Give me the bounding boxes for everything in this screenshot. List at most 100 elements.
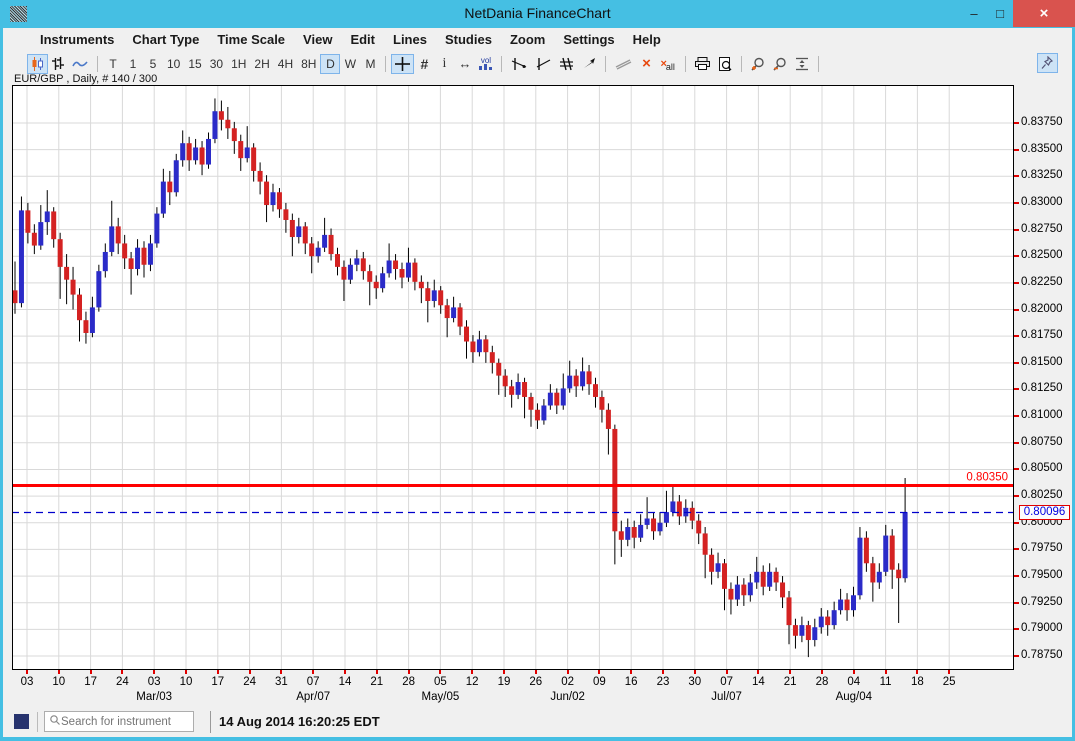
price-tick xyxy=(1014,229,1019,231)
candle-up xyxy=(451,307,456,318)
timeframe-1h-button[interactable]: 1H xyxy=(227,54,250,74)
menu-lines[interactable]: Lines xyxy=(386,30,434,49)
price-tick-label: 0.82000 xyxy=(1021,303,1063,315)
date-tick-label: 16 xyxy=(616,676,646,688)
menu-instruments[interactable]: Instruments xyxy=(33,30,121,49)
line-chart-icon xyxy=(72,59,88,69)
timeframe-1min-button[interactable]: 1 xyxy=(123,54,143,74)
print-preview-button[interactable] xyxy=(714,54,736,74)
chart-symbol-label: EUR/GBP , Daily, # 140 / 300 xyxy=(14,73,157,85)
price-tick-label: 0.79500 xyxy=(1021,569,1063,581)
candle-up xyxy=(735,585,740,600)
timeframe-5min-button[interactable]: 5 xyxy=(143,54,163,74)
candle-down xyxy=(709,555,714,572)
volume-button[interactable]: vol xyxy=(475,54,496,74)
menu-settings[interactable]: Settings xyxy=(556,30,621,49)
candle-down xyxy=(761,572,766,587)
timeframe-30min-button[interactable]: 30 xyxy=(206,54,227,74)
ohlc-bars-chart-button[interactable] xyxy=(48,54,68,74)
title-bar: NetDania FinanceChart – □ × xyxy=(0,0,1075,28)
grid-toggle-button[interactable]: # xyxy=(414,54,434,74)
menu-time-scale[interactable]: Time Scale xyxy=(210,30,292,49)
date-tick xyxy=(249,670,251,674)
line-chart-button[interactable] xyxy=(68,54,92,74)
candle-down xyxy=(309,243,314,256)
month-label: Mar/03 xyxy=(124,691,184,703)
candle-down xyxy=(393,260,398,269)
minimize-button[interactable]: – xyxy=(961,0,987,27)
timeframe-tick-button[interactable]: T xyxy=(103,54,123,74)
candle-up xyxy=(296,226,301,237)
candlestick-chart-button[interactable] xyxy=(27,54,48,74)
candle-down xyxy=(329,235,334,254)
candle-down xyxy=(251,147,256,170)
pointer-arrow-button[interactable] xyxy=(578,54,600,74)
candle-down xyxy=(728,589,733,600)
price-tick xyxy=(1014,575,1019,577)
zoom-out-button[interactable] xyxy=(769,54,791,74)
timeframe-daily-button[interactable]: D xyxy=(320,54,340,74)
price-tick xyxy=(1014,495,1019,497)
timeframe-8h-button[interactable]: 8H xyxy=(297,54,320,74)
fit-vertical-button[interactable] xyxy=(791,54,813,74)
candle-down xyxy=(25,210,30,232)
volume-icon: vol xyxy=(479,57,492,70)
month-label: Jul/07 xyxy=(697,691,757,703)
menu-help[interactable]: Help xyxy=(626,30,668,49)
candle-down xyxy=(438,290,443,305)
candle-up xyxy=(174,160,179,192)
price-tick xyxy=(1014,255,1019,257)
toolbar: T 1 5 10 15 30 1H 2H 4H 8H D W M # i ↔ v… xyxy=(3,51,1072,76)
timeframe-monthly-button[interactable]: M xyxy=(360,54,380,74)
remove-trendline-button[interactable] xyxy=(611,54,636,74)
trendline-up-button[interactable] xyxy=(531,54,555,74)
candle-down xyxy=(651,518,656,531)
date-tick-label: 26 xyxy=(521,676,551,688)
chart-plot-area[interactable]: 0.80350 xyxy=(12,85,1014,670)
date-tick xyxy=(694,670,696,674)
search-box[interactable] xyxy=(44,711,194,732)
date-tick-label: 12 xyxy=(457,676,487,688)
status-bar: 14 Aug 2014 16:20:25 EDT xyxy=(3,706,1072,737)
delete-line-button[interactable]: × xyxy=(636,54,656,74)
timeframe-weekly-button[interactable]: W xyxy=(340,54,360,74)
price-tick xyxy=(1014,628,1019,630)
price-tick-label: 0.78750 xyxy=(1021,649,1063,661)
expand-horizontal-button[interactable]: ↔ xyxy=(454,54,475,74)
delete-all-lines-button[interactable]: ×all xyxy=(656,54,679,74)
timeframe-10min-button[interactable]: 10 xyxy=(163,54,184,74)
menu-edit[interactable]: Edit xyxy=(343,30,382,49)
candle-down xyxy=(503,376,508,387)
close-button[interactable]: × xyxy=(1013,0,1075,27)
candle-up xyxy=(716,563,721,572)
parallel-lines-icon xyxy=(559,57,574,71)
zoom-in-button[interactable] xyxy=(747,54,769,74)
candlestick-chart[interactable]: 0.80350 xyxy=(12,85,1014,670)
print-button[interactable] xyxy=(691,54,714,74)
candle-down xyxy=(470,342,475,353)
maximize-button[interactable]: □ xyxy=(987,0,1013,27)
price-tick-label: 0.79750 xyxy=(1021,542,1063,554)
menu-studies[interactable]: Studies xyxy=(438,30,499,49)
menu-view[interactable]: View xyxy=(296,30,339,49)
menu-zoom[interactable]: Zoom xyxy=(503,30,552,49)
search-input[interactable] xyxy=(61,716,179,728)
info-button[interactable]: i xyxy=(434,54,454,74)
date-tick-label: 10 xyxy=(44,676,74,688)
candle-up xyxy=(567,376,572,389)
menu-chart-type[interactable]: Chart Type xyxy=(125,30,206,49)
pin-toolbar-button[interactable] xyxy=(1037,53,1058,73)
trendline-down-button[interactable] xyxy=(507,54,531,74)
timeframe-4h-button[interactable]: 4H xyxy=(274,54,297,74)
crosshair-button[interactable] xyxy=(391,54,414,74)
current-price-marker: 0.80096 xyxy=(1019,505,1070,520)
candle-up xyxy=(193,147,198,160)
delete-all-label: all xyxy=(666,62,675,72)
parallel-lines-button[interactable] xyxy=(555,54,578,74)
candle-up xyxy=(406,263,411,278)
candle-up xyxy=(548,393,553,406)
timeframe-2h-button[interactable]: 2H xyxy=(250,54,273,74)
candle-up xyxy=(580,371,585,386)
timeframe-15min-button[interactable]: 15 xyxy=(184,54,205,74)
toolbar-separator xyxy=(818,56,819,72)
